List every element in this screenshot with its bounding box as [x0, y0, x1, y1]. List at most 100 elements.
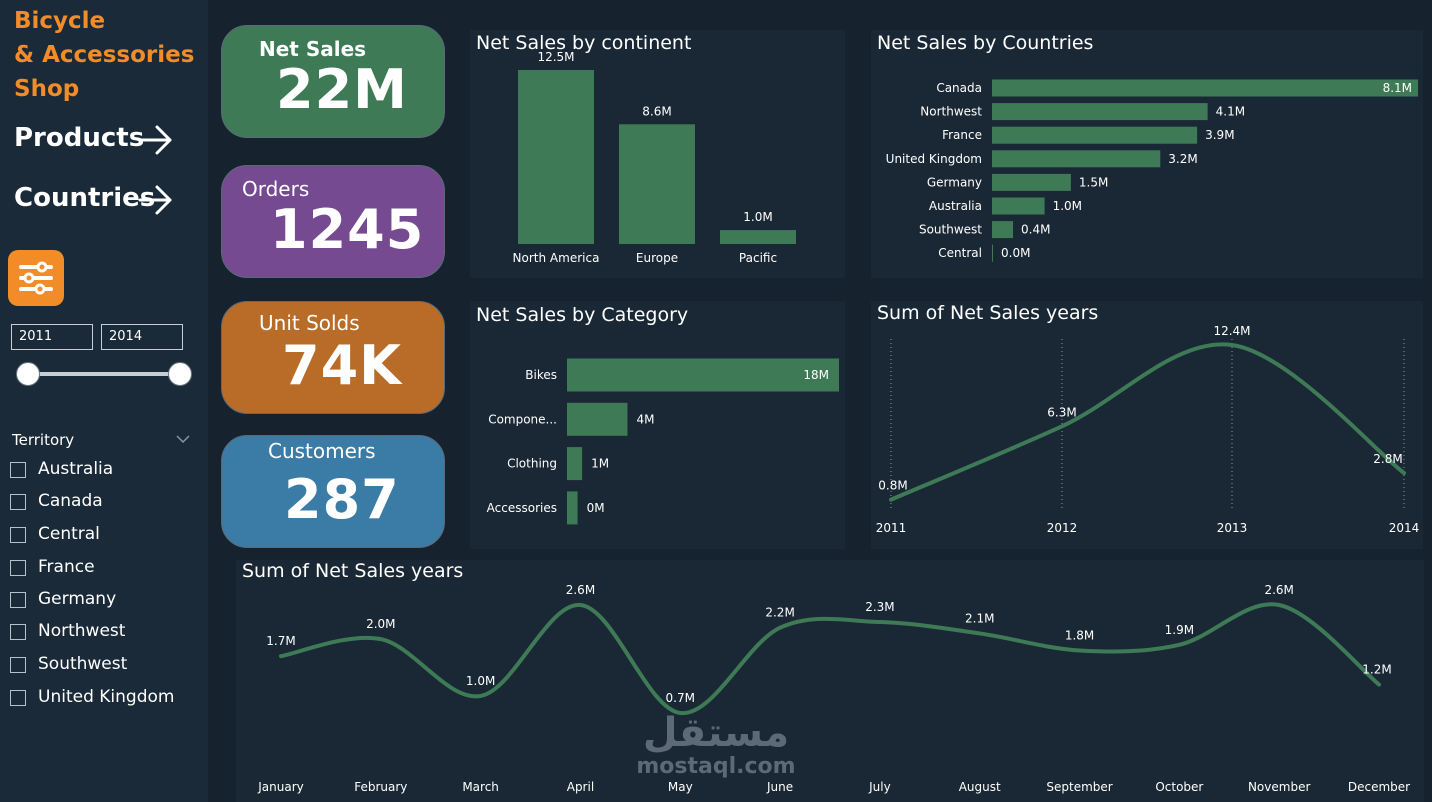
data-label: 0.8M [878, 479, 907, 493]
arrow-right-icon[interactable] [138, 122, 174, 158]
bar [567, 402, 628, 436]
tick-label: Germany [927, 175, 982, 189]
bar [567, 447, 583, 481]
shop-title-line: Bicycle [14, 8, 106, 34]
kpi-title: Customers [268, 439, 376, 463]
tick-label: Central [938, 246, 982, 260]
chart-months-svg: 1.7M January 2.0M February 1.0M March 2.6M Apri… [257, 583, 1410, 794]
tick-label: June [766, 780, 793, 794]
tick-label: July [868, 780, 891, 794]
date-to-input[interactable]: 2014 [101, 324, 183, 350]
bar [992, 221, 1014, 239]
tick-label: August [959, 780, 1001, 794]
tick-label: Pacific [739, 251, 777, 265]
chart-years-svg: 0.8M 2011 6.3M 2012 12.4M 2013 2.8M 2014 [876, 324, 1420, 535]
tick-label: Australia [929, 199, 982, 213]
sidebar: Bicycle & Accessories Shop Products Coun… [0, 0, 208, 802]
data-label: 1M [591, 457, 609, 471]
kpi-title: Net Sales [259, 37, 367, 61]
data-label: 1.8M [1065, 628, 1094, 642]
checkbox[interactable] [10, 592, 26, 608]
tick-label: 2012 [1047, 521, 1078, 535]
bar [992, 150, 1161, 168]
territory-label: Canada [38, 491, 103, 511]
data-label: 12.4M [1213, 324, 1250, 338]
bar [992, 103, 1208, 121]
data-label: 3.2M [1168, 152, 1197, 166]
chart-title: Sum of Net Sales years [877, 302, 1099, 324]
territory-filter-title: Territory [12, 431, 75, 449]
tick-label: Europe [636, 251, 678, 265]
tick-label: March [462, 780, 499, 794]
sliders-icon [19, 261, 53, 295]
territory-label: France [38, 557, 95, 577]
tick-label: Compone... [488, 412, 557, 426]
data-label: 1.0M [1053, 199, 1082, 213]
tick-label: December [1348, 780, 1410, 794]
bar [992, 79, 1418, 97]
tick-label: February [354, 780, 407, 794]
kpi-value: 1245 [270, 198, 425, 261]
kpi-title: Unit Solds [259, 311, 360, 335]
territory-label: United Kingdom [38, 687, 175, 707]
data-label: 2.8M [1373, 452, 1402, 466]
bar [992, 197, 1045, 215]
kpi-value: 74K [282, 334, 402, 397]
data-label: 0.4M [1021, 223, 1050, 237]
shop-title: Bicycle & Accessories Shop [14, 4, 194, 106]
series-line [889, 342, 1406, 502]
checkbox[interactable] [10, 462, 26, 478]
territory-label: Australia [38, 459, 114, 479]
data-label: 4M [636, 412, 654, 426]
tick-label: 2013 [1217, 521, 1248, 535]
tick-label: United Kingdom [886, 152, 982, 166]
watermark-latin: mostaql.com [636, 754, 796, 779]
tick-label: 2014 [1389, 521, 1420, 535]
tick-label: October [1155, 780, 1203, 794]
filter-button[interactable] [8, 250, 64, 306]
watermark-arabic: مستقل [642, 710, 790, 756]
bar [992, 173, 1071, 191]
date-from-input[interactable]: 2011 [11, 324, 93, 350]
territory-label: Southwest [38, 654, 128, 674]
tick-label: North America [513, 251, 600, 265]
chart-title: Net Sales by Category [476, 304, 689, 326]
kpi-title: Orders [242, 177, 310, 201]
checkbox[interactable] [10, 494, 26, 510]
chevron-down-icon[interactable] [176, 434, 190, 444]
data-label: 18M [803, 368, 829, 382]
date-slider-end-handle[interactable] [168, 362, 192, 386]
shop-title-line: Shop [14, 76, 80, 102]
data-label: 1.0M [743, 210, 772, 224]
data-label: 12.5M [537, 50, 574, 64]
arrow-right-icon[interactable] [138, 182, 174, 218]
kpi-value: 287 [284, 468, 400, 531]
data-label: 3.9M [1205, 128, 1234, 142]
chart-title: Net Sales by Countries [877, 32, 1094, 54]
checkbox[interactable] [10, 527, 26, 543]
tick-label: May [668, 780, 693, 794]
checkbox[interactable] [10, 624, 26, 640]
shop-title-line: & Accessories [14, 42, 195, 68]
data-label: 1.5M [1079, 175, 1108, 189]
data-label: 1.7M [266, 634, 295, 648]
checkbox[interactable] [10, 560, 26, 576]
checkbox[interactable] [10, 690, 26, 706]
date-slider-track[interactable] [28, 372, 182, 376]
data-label: 2.2M [765, 606, 794, 620]
chart-years-panel: Sum of Net Sales years 0.8M 2011 6.3M 2012 1… [871, 301, 1423, 549]
data-label: 2.0M [366, 617, 395, 631]
chart-continent-panel: Net Sales by continent 12.5M North Americ… [470, 30, 845, 278]
bar [992, 126, 1198, 144]
bar [518, 70, 594, 244]
chart-countries-panel: Net Sales by Countries Canada 8.1M Northwe… [871, 30, 1423, 278]
date-slider-start-handle[interactable] [16, 362, 40, 386]
nav-products-label[interactable]: Products [14, 123, 145, 153]
tick-label: France [942, 128, 982, 142]
data-label: 0.0M [1001, 246, 1030, 260]
bar [567, 491, 578, 525]
data-label: 6.3M [1047, 405, 1076, 419]
data-label: 1.0M [466, 674, 495, 688]
checkbox[interactable] [10, 657, 26, 673]
nav-countries-label[interactable]: Countries [14, 183, 156, 213]
